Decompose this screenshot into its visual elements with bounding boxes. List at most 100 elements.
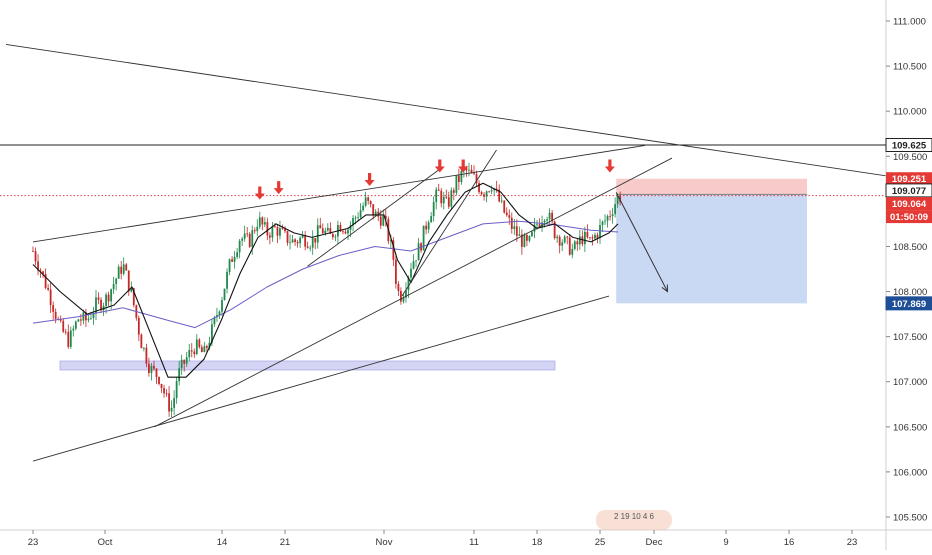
candle-body: [195, 339, 198, 355]
y-tick-label: 110.500: [893, 62, 927, 73]
candle-body: [520, 234, 523, 247]
candle-body: [344, 231, 347, 234]
candle-body: [334, 236, 337, 238]
candle-body: [498, 189, 501, 202]
candle-body: [286, 231, 289, 243]
candle-body: [457, 175, 460, 183]
candle-body: [248, 233, 251, 247]
candle-body: [54, 311, 57, 319]
candle-body: [291, 239, 294, 243]
price-label-box: [885, 138, 932, 152]
candle-body: [410, 268, 412, 278]
candle-body: [614, 204, 617, 215]
candle-body: [589, 237, 591, 239]
candle-body: [445, 196, 448, 198]
x-tick-label: Oct: [98, 537, 113, 548]
candle-body: [488, 191, 491, 193]
candle-body: [193, 351, 196, 355]
candle-body: [110, 289, 113, 302]
candle-body: [508, 215, 511, 218]
candle-body: [39, 270, 42, 272]
sell-marker-arrow-icon: [434, 159, 445, 173]
candle-body: [513, 226, 516, 229]
candle-body: [158, 376, 160, 384]
candle-body: [316, 225, 319, 243]
candle-body: [357, 217, 359, 219]
candle-body: [203, 346, 206, 353]
candle-body: [34, 251, 37, 262]
candle-body: [281, 228, 284, 230]
candle-body: [238, 240, 241, 253]
price-label-text: 109.064: [892, 199, 927, 210]
candle-body: [329, 227, 332, 234]
candle-body: [228, 259, 231, 272]
candle-body: [97, 297, 100, 300]
candle-body: [604, 220, 606, 222]
price-label: 109.251: [886, 172, 932, 186]
candle-body: [412, 261, 415, 269]
trend-line-4: [154, 157, 673, 428]
candle-body: [148, 363, 150, 373]
candle-body: [79, 319, 82, 321]
y-tick-label: 108.000: [893, 287, 927, 298]
candle-body: [42, 271, 44, 274]
candle-body: [369, 200, 372, 205]
candle-body: [296, 242, 299, 244]
y-tick-label: 107.000: [893, 377, 927, 388]
y-tick-label: 107.500: [893, 332, 927, 343]
candle-body: [450, 190, 453, 207]
sell-marker-arrow-icon: [254, 186, 265, 200]
candle-body: [382, 215, 385, 226]
candle-body: [553, 221, 556, 239]
candle-body: [92, 313, 95, 318]
candle-body: [211, 324, 213, 343]
watermark-text: 2 19 10 4 6: [614, 512, 655, 521]
candle-body: [435, 189, 438, 203]
candle-body: [44, 273, 47, 288]
candle-body: [62, 320, 65, 332]
candle-body: [611, 214, 614, 217]
candle-body: [279, 228, 281, 236]
support-zone: [59, 360, 556, 371]
candle-body: [473, 173, 475, 175]
candle-body: [137, 317, 140, 335]
candle-body: [339, 225, 342, 232]
candle-body: [100, 299, 102, 311]
candle-body: [326, 227, 329, 231]
candle-body: [205, 346, 208, 348]
candle-body: [601, 221, 604, 226]
candle-body: [122, 264, 125, 274]
candle-body: [372, 204, 375, 216]
candle-body: [596, 234, 599, 239]
candle-body: [69, 330, 72, 347]
candle-body: [480, 192, 483, 195]
candle-body: [87, 318, 90, 321]
watermark-badge: [596, 510, 672, 530]
price-label-box: [885, 183, 932, 198]
sell-marker-arrow-icon: [364, 173, 375, 187]
candle-body: [180, 359, 183, 369]
sell-marker-arrow-icon: [604, 159, 615, 173]
candle-body: [294, 239, 296, 243]
candle-body: [165, 393, 168, 395]
candle-body: [324, 230, 327, 234]
candle-body: [490, 190, 493, 192]
candle-body: [170, 407, 173, 412]
candle-body: [347, 229, 349, 234]
candle-body: [304, 235, 307, 247]
take-profit-zone: [616, 194, 807, 304]
candle-body: [309, 247, 312, 249]
candle-body: [606, 215, 609, 221]
candle-body: [561, 242, 564, 246]
candle-body: [619, 195, 622, 203]
candle-body: [599, 225, 601, 239]
candle-body: [319, 225, 322, 229]
price-label-box: [886, 172, 932, 186]
candle-body: [150, 365, 153, 373]
candle-body: [483, 194, 485, 197]
y-tick-label: 110.000: [893, 107, 927, 118]
candle-body: [367, 197, 370, 201]
candle-body: [253, 230, 256, 232]
candle-body: [120, 266, 123, 274]
